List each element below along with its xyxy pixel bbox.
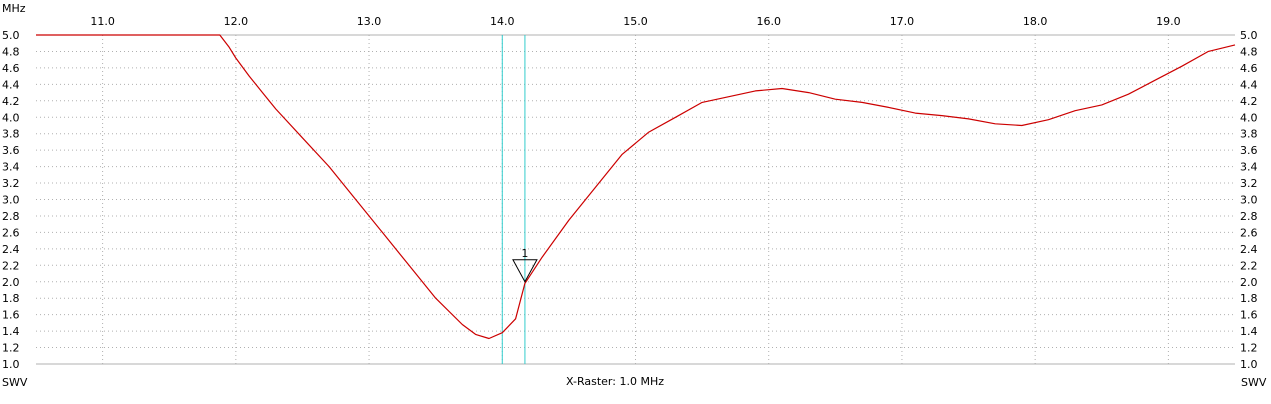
y-tick-label-right: 2.6: [1240, 226, 1258, 239]
y-tick-label-right: 2.0: [1240, 276, 1258, 289]
y-tick-label-right: 2.8: [1240, 210, 1258, 223]
y-tick-label-left: 4.6: [2, 62, 20, 75]
y-tick-label-left: 4.0: [2, 111, 20, 124]
y-tick-label-left: 2.4: [2, 243, 20, 256]
x-tick-label: 12.0: [224, 15, 249, 28]
y-tick-label-left: 3.4: [2, 161, 20, 174]
y-tick-label-left: 3.8: [2, 128, 20, 141]
y-tick-label-left: 5.0: [2, 29, 20, 42]
y-tick-label-left: 1.8: [2, 292, 20, 305]
x-tick-label: 18.0: [1023, 15, 1048, 28]
y-label-right: SWV: [1241, 376, 1267, 389]
y-tick-label-right: 2.2: [1240, 259, 1258, 272]
x-tick-label: 16.0: [756, 15, 781, 28]
y-tick-label-right: 4.6: [1240, 62, 1258, 75]
y-tick-label-left: 2.2: [2, 259, 20, 272]
y-tick-label-right: 3.4: [1240, 161, 1258, 174]
y-tick-label-right: 4.2: [1240, 95, 1258, 108]
y-tick-label-left: 1.2: [2, 342, 20, 355]
marker-label: 1: [521, 247, 528, 260]
y-tick-label-right: 5.0: [1240, 29, 1258, 42]
y-tick-label-right: 3.6: [1240, 144, 1258, 157]
y-tick-label-left: 2.6: [2, 226, 20, 239]
x-raster-label: X-Raster: 1.0 MHz: [566, 375, 664, 388]
y-tick-label-left: 3.2: [2, 177, 20, 190]
y-tick-label-right: 1.0: [1240, 358, 1258, 371]
x-tick-label: 17.0: [890, 15, 915, 28]
cursor-lines: [501, 35, 526, 364]
y-tick-label-left: 4.4: [2, 78, 20, 91]
x-tick-label: 15.0: [623, 15, 648, 28]
y-tick-label-left: 3.6: [2, 144, 20, 157]
x-tick-label: 13.0: [357, 15, 382, 28]
marker-1: 1: [512, 247, 538, 283]
y-tick-label-left: 1.4: [2, 325, 20, 338]
y-tick-label-right: 3.0: [1240, 194, 1258, 207]
y-tick-label-left: 2.0: [2, 276, 20, 289]
y-tick-label-right: 1.4: [1240, 325, 1258, 338]
y-tick-label-left: 1.0: [2, 358, 20, 371]
y-tick-label-left: 1.6: [2, 309, 20, 322]
y-tick-label-right: 1.6: [1240, 309, 1258, 322]
y-tick-label-left: 3.0: [2, 194, 20, 207]
y-tick-label-right: 1.8: [1240, 292, 1258, 305]
y-tick-label-right: 3.8: [1240, 128, 1258, 141]
y-label-left: SWV: [2, 376, 28, 389]
x-unit-label: MHz: [2, 2, 26, 15]
y-tick-label-left: 4.2: [2, 95, 20, 108]
y-tick-label-left: 4.8: [2, 45, 20, 58]
grid-lines: [36, 34, 1235, 365]
x-tick-label: 11.0: [90, 15, 115, 28]
y-tick-label-right: 2.4: [1240, 243, 1258, 256]
marker-triangle: [512, 259, 538, 283]
tick-labels: 1.0 1.0 1.2 1.2 1.4 1.4 1.6 1.6 1.8 1.8 2.0 2.0 2.2 2…: [2, 15, 1258, 371]
y-tick-label-right: 4.0: [1240, 111, 1258, 124]
y-tick-label-right: 3.2: [1240, 177, 1258, 190]
x-tick-label: 14.0: [490, 15, 515, 28]
y-tick-label-right: 4.8: [1240, 45, 1258, 58]
x-tick-label: 19.0: [1156, 15, 1181, 28]
y-tick-label-right: 4.4: [1240, 78, 1258, 91]
swr-trace: [36, 34, 1236, 340]
swr-trace-line: [36, 34, 1236, 340]
y-tick-label-right: 1.2: [1240, 342, 1258, 355]
y-tick-label-left: 2.8: [2, 210, 20, 223]
